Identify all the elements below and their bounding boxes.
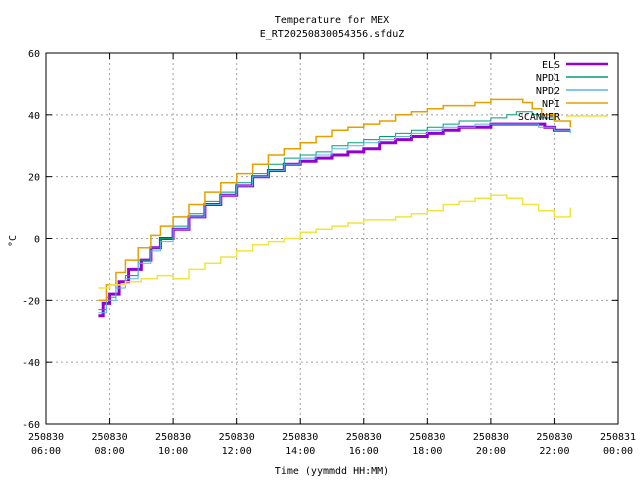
x-tick-date: 250830 [473,432,509,443]
legend-label-els: ELS [542,60,560,71]
x-tick-date: 250830 [91,432,127,443]
x-tick-date: 250830 [409,432,445,443]
y-tick-label: 0 [34,235,40,246]
x-tick-time: 14:00 [285,446,315,457]
x-tick-time: 08:00 [95,446,125,457]
y-tick-label: -20 [22,296,40,307]
chart-title: Temperature for MEX [275,15,389,26]
x-tick-label: 250830 16:00 [346,432,382,457]
series-layer [98,98,572,318]
y-tick-label: 60 [28,49,40,60]
x-tick-label: 250830 18:00 [409,432,445,457]
x-tick-date: 250831 [600,432,636,443]
x-axis-label: Time (yymmdd HH:MM) [275,466,389,477]
x-tick-time: 10:00 [158,446,188,457]
x-tick-time: 20:00 [476,446,506,457]
x-tick-label: 250830 20:00 [473,432,509,457]
y-axis-label: °C [8,235,19,247]
x-tick-time: 00:00 [603,446,633,457]
x-tick-date: 250830 [219,432,255,443]
y-tick-label: -60 [22,420,40,431]
x-tick-label: 250830 22:00 [536,432,572,457]
x-tick-label: 250830 08:00 [91,432,127,457]
x-tick-time: 22:00 [539,446,569,457]
chart-subtitle: E_RT20250830054356.sfduZ [260,29,405,40]
series-line-npi [98,98,572,302]
legend-label-npd1: NPD1 [536,73,560,84]
series-line-npd2 [98,123,571,314]
x-tick-date: 250830 [155,432,191,443]
x-tick-time: 18:00 [412,446,442,457]
x-tick-label: 250830 14:00 [282,432,318,457]
x-tick-label: 250830 12:00 [219,432,255,457]
y-tick-label: 40 [28,111,40,122]
x-tick-time: 12:00 [222,446,252,457]
legend-label-scanner: SCANNER [518,112,561,123]
x-tick-time: 06:00 [31,446,61,457]
y-tick-label: -40 [22,358,40,369]
x-tick-date: 250830 [536,432,572,443]
series-line-scanner [98,194,572,289]
x-tick-label: 250830 06:00 [28,432,64,457]
x-tick-time: 16:00 [349,446,379,457]
x-tick-label: 250830 10:00 [155,432,191,457]
legend-label-npi: NPI [542,99,560,110]
legend-label-npd2: NPD2 [536,86,560,97]
x-tick-label: 250831 00:00 [600,432,636,457]
x-tick-date: 250830 [28,432,64,443]
y-tick-label: 20 [28,173,40,184]
x-tick-date: 250830 [282,432,318,443]
legend: ELS NPD1 NPD2 NPI SCANNER [518,60,608,123]
x-tick-date: 250830 [346,432,382,443]
axis-layer: 250830 06:00 250830 08:00 250830 10:00 250830 1… [22,49,636,457]
